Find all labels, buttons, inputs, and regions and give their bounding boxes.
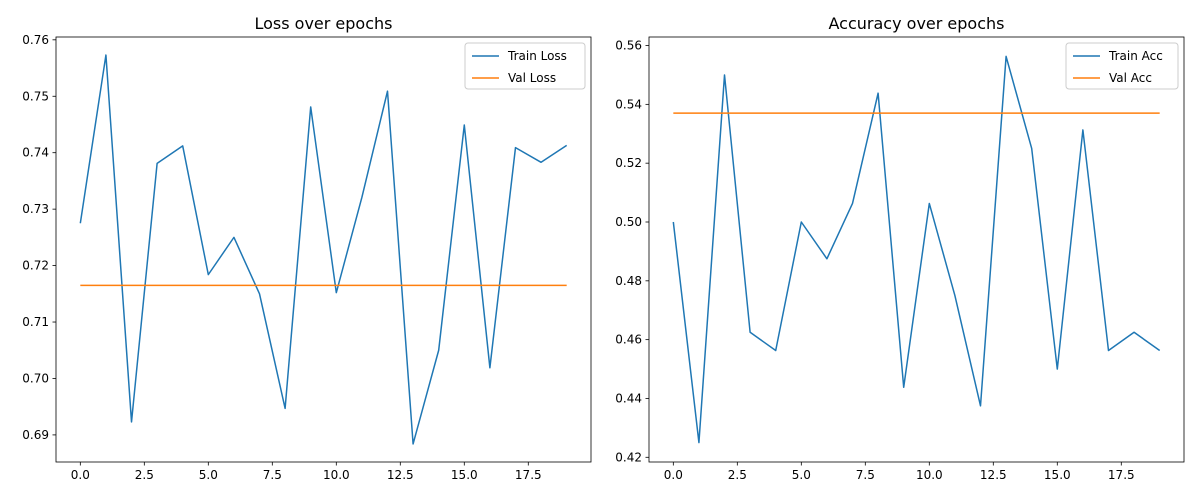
- accuracy-x-tick-label: 2.5: [728, 468, 747, 482]
- loss-x-tick-label: 12.5: [387, 468, 414, 482]
- accuracy-y-tick-label: 0.44: [615, 391, 642, 405]
- accuracy-y-tick-label: 0.42: [615, 450, 642, 464]
- loss-chart-panel: Loss over epochs 0.0 2.5 5.0 7.5 10.0 12.5 15.…: [22, 14, 592, 482]
- accuracy-axes-frame: [648, 36, 1185, 463]
- loss-series-train-loss: [79, 54, 568, 445]
- loss-plot-area: [79, 54, 568, 445]
- loss-y-tick-label: 0.70: [22, 371, 49, 385]
- accuracy-x-tick-label: 0.0: [664, 468, 683, 482]
- accuracy-y-tick-label: 0.50: [615, 215, 642, 229]
- loss-x-tick-label: 15.0: [451, 468, 478, 482]
- accuracy-x-tick-label: 12.5: [980, 468, 1007, 482]
- accuracy-y-tick-label: 0.56: [615, 39, 642, 53]
- accuracy-series-train-acc: [672, 55, 1161, 444]
- accuracy-x-tick-label: 5.0: [792, 468, 811, 482]
- accuracy-chart-panel: Accuracy over epochs 0.0 2.5 5.0 7.5 10.0 12.…: [615, 14, 1185, 482]
- loss-x-tick-label: 0.0: [71, 468, 90, 482]
- accuracy-y-tick-label: 0.46: [615, 333, 642, 347]
- loss-x-tick-label: 17.5: [515, 468, 542, 482]
- loss-x-tick-label: 7.5: [263, 468, 282, 482]
- loss-legend-label-val-loss: Val Loss: [508, 71, 556, 85]
- accuracy-x-tick-label: 15.0: [1044, 468, 1071, 482]
- loss-y-tick-label: 0.73: [22, 202, 49, 216]
- loss-y-tick-label: 0.69: [22, 428, 49, 442]
- loss-y-tick-label: 0.72: [22, 259, 49, 273]
- loss-axes-frame: [55, 36, 592, 463]
- accuracy-x-tick-label: 7.5: [856, 468, 875, 482]
- loss-chart-title: Loss over epochs: [254, 14, 392, 33]
- accuracy-legend: Train Acc Val Acc: [1065, 42, 1179, 90]
- loss-y-tick-label: 0.74: [22, 146, 49, 160]
- loss-y-tick-label: 0.76: [22, 33, 49, 47]
- accuracy-y-tick-label: 0.54: [615, 97, 642, 111]
- accuracy-x-tick-label: 10.0: [916, 468, 943, 482]
- accuracy-y-tick-label: 0.48: [615, 274, 642, 288]
- accuracy-legend-label-train-acc: Train Acc: [1108, 49, 1163, 63]
- loss-y-tick-label: 0.75: [22, 89, 49, 103]
- accuracy-legend-label-val-acc: Val Acc: [1109, 71, 1152, 85]
- accuracy-plot-area: [672, 55, 1161, 444]
- loss-y-tick-label: 0.71: [22, 315, 49, 329]
- accuracy-chart-title: Accuracy over epochs: [829, 14, 1005, 33]
- loss-legend-label-train-loss: Train Loss: [507, 49, 567, 63]
- accuracy-y-tick-label: 0.52: [615, 156, 642, 170]
- loss-x-tick-label: 2.5: [135, 468, 154, 482]
- loss-x-tick-label: 10.0: [323, 468, 350, 482]
- loss-x-tick-label: 5.0: [199, 468, 218, 482]
- accuracy-x-tick-label: 17.5: [1108, 468, 1135, 482]
- loss-legend: Train Loss Val Loss: [464, 42, 586, 90]
